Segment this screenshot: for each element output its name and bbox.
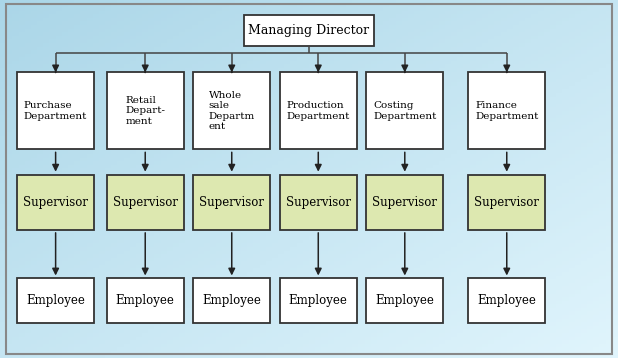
FancyBboxPatch shape xyxy=(193,175,271,230)
FancyBboxPatch shape xyxy=(468,279,546,323)
Text: Whole
sale
Departm
ent: Whole sale Departm ent xyxy=(209,91,255,131)
FancyBboxPatch shape xyxy=(366,175,444,230)
Text: Supervisor: Supervisor xyxy=(474,196,540,209)
Text: Supervisor: Supervisor xyxy=(23,196,88,209)
Text: Managing Director: Managing Director xyxy=(248,24,370,37)
Text: Production
Department: Production Department xyxy=(287,101,350,121)
FancyBboxPatch shape xyxy=(279,279,357,323)
Text: Finance
Department: Finance Department xyxy=(475,101,538,121)
FancyBboxPatch shape xyxy=(279,73,357,150)
FancyBboxPatch shape xyxy=(468,175,546,230)
Text: Supervisor: Supervisor xyxy=(112,196,178,209)
FancyBboxPatch shape xyxy=(468,73,546,150)
FancyBboxPatch shape xyxy=(193,279,271,323)
Text: Supervisor: Supervisor xyxy=(372,196,438,209)
Text: Employee: Employee xyxy=(26,294,85,307)
FancyBboxPatch shape xyxy=(17,279,95,323)
Text: Costing
Department: Costing Department xyxy=(373,101,436,121)
FancyBboxPatch shape xyxy=(106,73,184,150)
Text: Employee: Employee xyxy=(477,294,536,307)
Text: Purchase
Department: Purchase Department xyxy=(24,101,87,121)
FancyBboxPatch shape xyxy=(17,175,95,230)
FancyBboxPatch shape xyxy=(106,279,184,323)
FancyBboxPatch shape xyxy=(279,175,357,230)
FancyBboxPatch shape xyxy=(106,175,184,230)
Text: Supervisor: Supervisor xyxy=(286,196,351,209)
Text: Employee: Employee xyxy=(116,294,175,307)
FancyBboxPatch shape xyxy=(244,15,374,45)
FancyBboxPatch shape xyxy=(366,279,444,323)
FancyBboxPatch shape xyxy=(17,73,95,150)
Text: Employee: Employee xyxy=(375,294,434,307)
Text: Supervisor: Supervisor xyxy=(199,196,265,209)
FancyBboxPatch shape xyxy=(193,73,271,150)
FancyBboxPatch shape xyxy=(366,73,444,150)
Text: Retail
Depart-
ment: Retail Depart- ment xyxy=(125,96,165,126)
Text: Employee: Employee xyxy=(202,294,261,307)
Text: Employee: Employee xyxy=(289,294,348,307)
